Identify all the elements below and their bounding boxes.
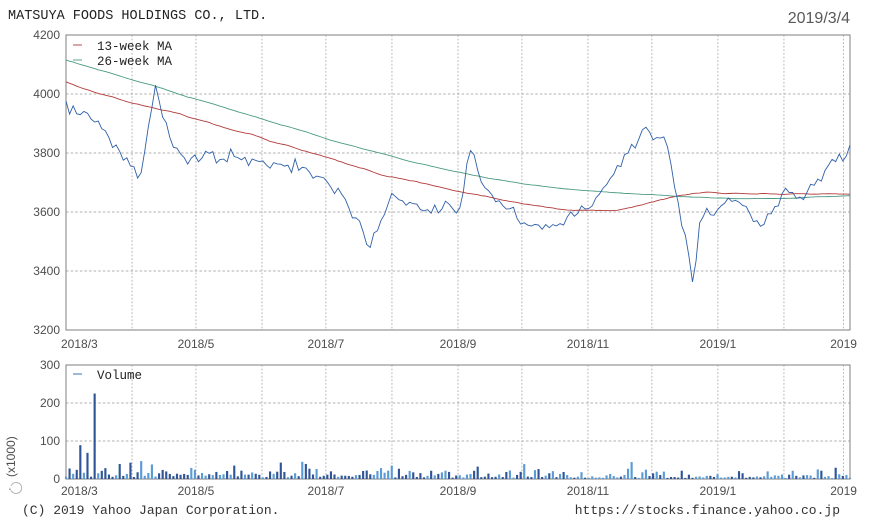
svg-text:2018/7: 2018/7 (308, 337, 345, 351)
svg-text:13-week MA: 13-week MA (97, 40, 173, 54)
svg-text:300: 300 (40, 358, 60, 372)
svg-text:2018/11: 2018/11 (567, 484, 610, 498)
svg-text:4000: 4000 (33, 87, 60, 101)
svg-text:2018/9: 2018/9 (440, 484, 477, 498)
svg-text:200: 200 (40, 396, 60, 410)
svg-text:3400: 3400 (33, 264, 60, 278)
svg-text:2018/11: 2018/11 (567, 337, 610, 351)
svg-text:2019: 2019 (830, 484, 857, 498)
svg-text:Volume: Volume (97, 369, 142, 383)
svg-text:3600: 3600 (33, 205, 60, 219)
svg-text:2018/3: 2018/3 (61, 484, 98, 498)
svg-text:2018/5: 2018/5 (178, 337, 215, 351)
svg-text:3200: 3200 (33, 323, 60, 337)
svg-text:2018/7: 2018/7 (308, 484, 345, 498)
svg-text:100: 100 (40, 434, 60, 448)
svg-text:4200: 4200 (33, 28, 60, 42)
svg-text:2018/5: 2018/5 (178, 484, 215, 498)
svg-text:2019: 2019 (830, 337, 857, 351)
svg-text:3800: 3800 (33, 146, 60, 160)
svg-text:0: 0 (53, 472, 60, 486)
svg-text:2019/1: 2019/1 (700, 484, 737, 498)
svg-text:2018/3: 2018/3 (61, 337, 98, 351)
svg-text:2019/1: 2019/1 (700, 337, 737, 351)
svg-text:2018/9: 2018/9 (440, 337, 477, 351)
svg-text:26-week MA: 26-week MA (97, 55, 173, 69)
